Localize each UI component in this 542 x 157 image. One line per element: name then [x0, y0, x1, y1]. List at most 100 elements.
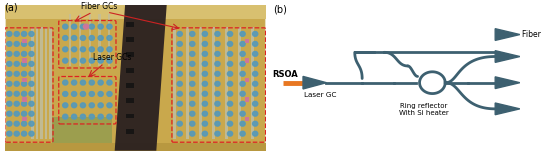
Circle shape — [72, 47, 77, 52]
Circle shape — [177, 31, 182, 36]
Bar — [36, 27, 38, 138]
Circle shape — [7, 31, 12, 36]
Circle shape — [63, 92, 68, 96]
Text: Laser GCs: Laser GCs — [93, 53, 131, 62]
Circle shape — [107, 58, 112, 63]
Circle shape — [190, 81, 195, 86]
Circle shape — [228, 91, 233, 96]
Bar — [89, 14, 91, 66]
Circle shape — [89, 35, 94, 40]
Circle shape — [190, 91, 195, 96]
Text: RSOA: RSOA — [272, 70, 298, 79]
Circle shape — [80, 35, 86, 40]
Text: (a): (a) — [4, 2, 18, 12]
Circle shape — [98, 92, 103, 96]
Circle shape — [80, 114, 86, 119]
Circle shape — [190, 51, 195, 56]
Polygon shape — [495, 29, 520, 40]
Bar — [245, 58, 249, 63]
Circle shape — [228, 121, 233, 126]
Circle shape — [72, 24, 77, 29]
Text: Ring reflector
With Si heater: Ring reflector With Si heater — [399, 103, 449, 116]
Circle shape — [98, 47, 103, 52]
Circle shape — [202, 51, 208, 56]
Bar — [22, 78, 27, 82]
Circle shape — [215, 121, 220, 126]
Circle shape — [253, 101, 258, 106]
Circle shape — [228, 31, 233, 36]
Circle shape — [202, 41, 208, 46]
Circle shape — [240, 31, 245, 36]
Circle shape — [253, 81, 258, 86]
Circle shape — [253, 51, 258, 56]
Circle shape — [177, 41, 182, 46]
Text: Fiber GCs: Fiber GCs — [81, 2, 117, 11]
Circle shape — [190, 131, 195, 136]
Circle shape — [190, 111, 195, 116]
Circle shape — [22, 111, 27, 116]
Circle shape — [177, 71, 182, 76]
Circle shape — [63, 47, 68, 52]
Circle shape — [202, 31, 208, 36]
Polygon shape — [495, 103, 520, 115]
Polygon shape — [115, 5, 167, 151]
Circle shape — [190, 71, 195, 76]
Circle shape — [29, 121, 34, 126]
Bar — [22, 97, 27, 102]
Circle shape — [14, 131, 20, 136]
Circle shape — [215, 131, 220, 136]
Bar — [22, 39, 27, 43]
Circle shape — [14, 81, 20, 86]
Circle shape — [202, 91, 208, 96]
Circle shape — [253, 71, 258, 76]
Bar — [126, 98, 134, 103]
Circle shape — [14, 71, 20, 76]
Circle shape — [29, 61, 34, 66]
Circle shape — [80, 24, 86, 29]
Circle shape — [22, 51, 27, 56]
Circle shape — [14, 51, 20, 56]
Circle shape — [107, 103, 112, 108]
Circle shape — [80, 47, 86, 52]
Circle shape — [63, 35, 68, 40]
Circle shape — [22, 81, 27, 86]
FancyBboxPatch shape — [5, 5, 266, 151]
Circle shape — [107, 80, 112, 85]
Circle shape — [29, 101, 34, 106]
Circle shape — [202, 131, 208, 136]
Circle shape — [72, 103, 77, 108]
Circle shape — [63, 114, 68, 119]
Bar — [5, 5, 266, 19]
Circle shape — [98, 35, 103, 40]
Circle shape — [7, 131, 12, 136]
Bar — [5, 143, 266, 151]
Bar — [22, 58, 27, 63]
Circle shape — [190, 101, 195, 106]
Circle shape — [14, 111, 20, 116]
Circle shape — [89, 58, 94, 63]
Circle shape — [29, 41, 34, 46]
Circle shape — [240, 71, 245, 76]
Circle shape — [63, 80, 68, 85]
Circle shape — [80, 80, 86, 85]
Circle shape — [240, 81, 245, 86]
Circle shape — [107, 35, 112, 40]
Circle shape — [14, 41, 20, 46]
Circle shape — [98, 103, 103, 108]
Circle shape — [83, 24, 89, 29]
Circle shape — [22, 61, 27, 66]
Circle shape — [107, 47, 112, 52]
Circle shape — [14, 31, 20, 36]
Circle shape — [22, 101, 27, 106]
Circle shape — [22, 131, 27, 136]
Circle shape — [14, 121, 20, 126]
Bar — [186, 27, 189, 138]
Circle shape — [98, 114, 103, 119]
Circle shape — [177, 81, 182, 86]
Circle shape — [215, 61, 220, 66]
Circle shape — [177, 131, 182, 136]
Circle shape — [253, 61, 258, 66]
Circle shape — [215, 81, 220, 86]
Circle shape — [240, 111, 245, 116]
Bar — [69, 14, 71, 66]
